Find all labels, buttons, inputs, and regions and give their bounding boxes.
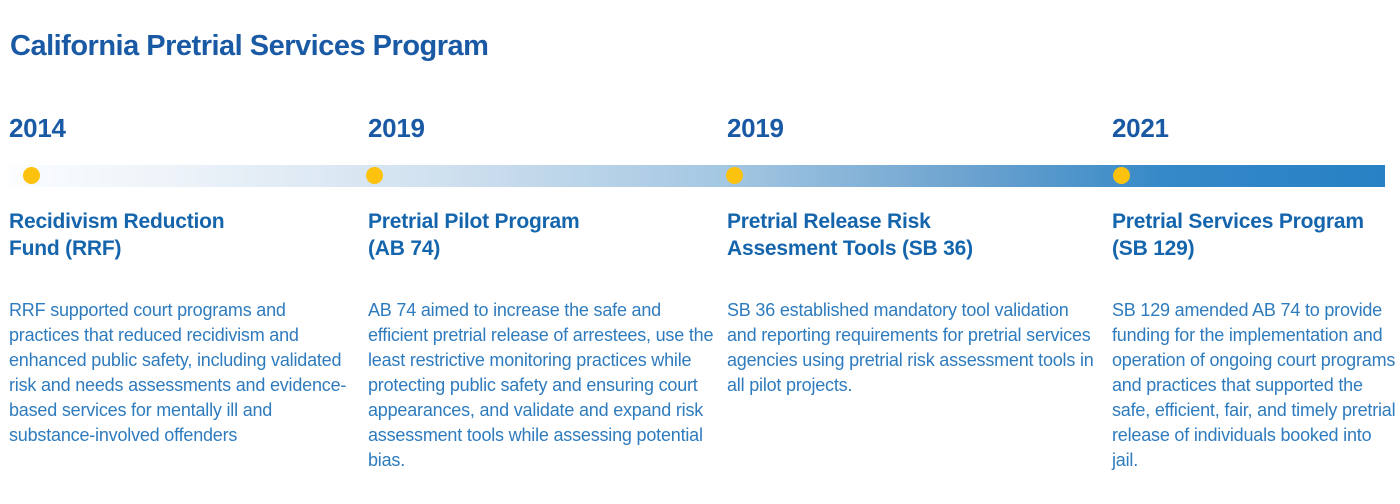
event-year: 2014: [9, 113, 66, 143]
event-heading: Pretrial Pilot Program (AB 74): [368, 208, 720, 262]
timeline-event-2019-ab74: 2019 Pretrial Pilot Program (AB 74) AB 7…: [368, 113, 720, 493]
timeline-event-2014: 2014 Recidivism Reduction Fund (RRF) RRF…: [9, 113, 349, 493]
page-title: California Pretrial Services Program: [10, 30, 489, 62]
timeline-event-2019-sb36: 2019 Pretrial Release Risk Assesment Too…: [727, 113, 1102, 493]
timeline-dot: [1113, 167, 1130, 184]
event-heading-line: (AB 74): [368, 237, 441, 260]
event-year: 2021: [1112, 113, 1169, 143]
event-heading-line: Pretrial Release Risk: [727, 210, 931, 233]
event-heading-line: Assesment Tools (SB 36): [727, 237, 973, 260]
event-heading-line: (SB 129): [1112, 237, 1195, 260]
event-heading-line: Fund (RRF): [9, 237, 122, 260]
event-description: SB 36 established mandatory tool validat…: [727, 300, 1094, 395]
event-heading: Pretrial Services Program (SB 129): [1112, 208, 1400, 262]
timeline-dot: [726, 167, 743, 184]
event-year: 2019: [368, 113, 425, 143]
timeline-bar: [8, 165, 1385, 187]
event-description: SB 129 amended AB 74 to provide funding …: [1112, 300, 1396, 470]
event-heading: Pretrial Release Risk Assesment Tools (S…: [727, 208, 1102, 262]
timeline-dot: [23, 167, 40, 184]
event-description: AB 74 aimed to increase the safe and eff…: [368, 300, 714, 470]
event-heading-line: Recidivism Reduction: [9, 210, 225, 233]
timeline-dot: [366, 167, 383, 184]
event-heading-line: Pretrial Services Program: [1112, 210, 1364, 233]
event-year: 2019: [727, 113, 784, 143]
event-description: RRF supported court programs and practic…: [9, 300, 347, 445]
timeline-event-2021-sb129: 2021 Pretrial Services Program (SB 129) …: [1112, 113, 1400, 493]
event-heading-line: Pretrial Pilot Program: [368, 210, 580, 233]
event-heading: Recidivism Reduction Fund (RRF): [9, 208, 349, 262]
